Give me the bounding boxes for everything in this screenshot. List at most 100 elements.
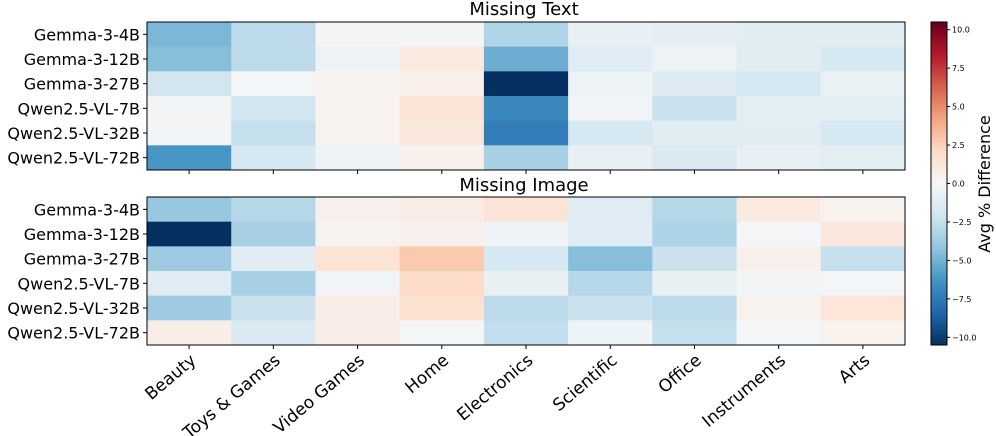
heatmap-cell (399, 197, 485, 223)
colorbar-gradient (930, 21, 948, 346)
heatmap-cell (568, 96, 653, 122)
heatmap-cell (820, 271, 906, 297)
heatmap-cell (820, 46, 906, 72)
row-label: Qwen2.5-VL-7B (18, 274, 140, 293)
heatmap-cell (820, 320, 906, 346)
heatmap-cell (231, 22, 316, 48)
heatmap-cell (399, 295, 485, 321)
heatmap-cell (399, 221, 485, 247)
heatmap-cell (736, 145, 822, 171)
heatmap-cell (736, 71, 822, 97)
heatmap-cell (399, 46, 485, 72)
heatmap-cell (399, 320, 485, 346)
panel-missing-text: Missing Text Gemma-3-4BGemma-3-12BGemma-… (7, 0, 906, 174)
heatmap-cells-missing-text (147, 22, 906, 171)
heatmap-cell (399, 120, 485, 146)
heatmap-cell (652, 320, 738, 346)
heatmap-cell (652, 71, 738, 97)
heatmap-cell (652, 145, 738, 171)
row-label: Qwen2.5-VL-32B (7, 299, 140, 318)
row-label: Gemma-3-12B (24, 50, 140, 69)
heatmap-cell (652, 197, 738, 223)
x-tick-label: Scientific (549, 351, 621, 416)
x-tick-label: Home (402, 351, 453, 399)
heatmap-cell (315, 271, 401, 297)
heatmap-cell (399, 145, 485, 171)
heatmap-cell (315, 120, 401, 146)
heatmap-cell (736, 197, 822, 223)
heatmap-cell (315, 145, 401, 171)
heatmap-cell (399, 22, 485, 48)
heatmap-cells-missing-image (147, 197, 906, 346)
heatmap-cell (820, 246, 906, 272)
heatmap-cell (147, 46, 232, 72)
heatmap-cell (568, 246, 653, 272)
heatmap-cell (483, 320, 569, 346)
colorbar-ticks: 10.0 7.5 5.0 2.5 0.0 −2.5 −5.0 −7.5 −10.0 (947, 26, 977, 342)
heatmap-cell (147, 295, 232, 321)
heatmap-cell (652, 246, 738, 272)
heatmap-cell (736, 295, 822, 321)
heatmap-cell (399, 246, 485, 272)
heatmap-cell (315, 295, 401, 321)
heatmap-cell (315, 22, 401, 48)
heatmap-cell (820, 197, 906, 223)
heatmap-cell (568, 197, 653, 223)
heatmap-cell (231, 320, 316, 346)
heatmap-cell (736, 320, 822, 346)
heatmap-cell (568, 22, 653, 48)
heatmap-cell (315, 71, 401, 97)
heatmap-cell (483, 120, 569, 146)
heatmap-cell (483, 221, 569, 247)
heatmap-cell (568, 295, 653, 321)
colorbar-tick-label: 5.0 (952, 103, 965, 112)
row-labels-missing-text: Gemma-3-4B Gemma-3-12B Gemma-3-27B Qwen2.5-… (7, 25, 864, 174)
heatmap-cell (399, 271, 485, 297)
heatmap-cell (315, 197, 401, 223)
x-tick-label: Video Games (270, 350, 369, 436)
heatmap-cell (399, 96, 485, 122)
colorbar-tick-label: −5.0 (952, 256, 971, 265)
heatmap-cell (399, 71, 485, 97)
heatmap-cell (820, 22, 906, 48)
heatmap-cell (736, 246, 822, 272)
heatmap-cell (568, 221, 653, 247)
panel-missing-image: Missing Image Gemma-3-4BGemma-3-12BGemma… (7, 175, 906, 346)
heatmap-cell (483, 271, 569, 297)
row-label: Gemma-3-12B (24, 225, 140, 244)
heatmap-cell (483, 197, 569, 223)
heatmap-cell (315, 320, 401, 346)
row-label: Qwen2.5-VL-7B (18, 99, 140, 118)
heatmap-cell (820, 145, 906, 171)
heatmap-cell (315, 221, 401, 247)
colorbar-tick-label: 0.0 (952, 180, 965, 189)
heatmap-cell (483, 46, 569, 72)
heatmap-cell (652, 271, 738, 297)
heatmap-cell (315, 246, 401, 272)
heatmap-cell (820, 71, 906, 97)
x-tick-label: Instruments (699, 350, 790, 431)
heatmap-cell (568, 120, 653, 146)
heatmap-cell (483, 71, 569, 97)
heatmap-cell (483, 22, 569, 48)
heatmap-cell (483, 246, 569, 272)
heatmap-cell (652, 221, 738, 247)
row-label: Qwen2.5-VL-32B (7, 124, 140, 143)
heatmap-cell (231, 96, 316, 122)
heatmap-cell (147, 221, 232, 247)
heatmap-cell (736, 96, 822, 122)
heatmap-cell (568, 46, 653, 72)
heatmap-cell (568, 145, 653, 171)
colorbar-tick-label: −10.0 (952, 333, 977, 342)
heatmap-cell (231, 71, 316, 97)
heatmap-cell (736, 271, 822, 297)
x-tick-label: Electronics (453, 350, 537, 425)
row-label: Qwen2.5-VL-72B (7, 324, 140, 343)
colorbar-tick-label: 10.0 (952, 26, 970, 35)
heatmap-cell (820, 221, 906, 247)
heatmap-cell (231, 120, 316, 146)
panel-title-missing-image: Missing Image (459, 175, 588, 196)
heatmap-cell (231, 295, 316, 321)
heatmap-cell (736, 46, 822, 72)
